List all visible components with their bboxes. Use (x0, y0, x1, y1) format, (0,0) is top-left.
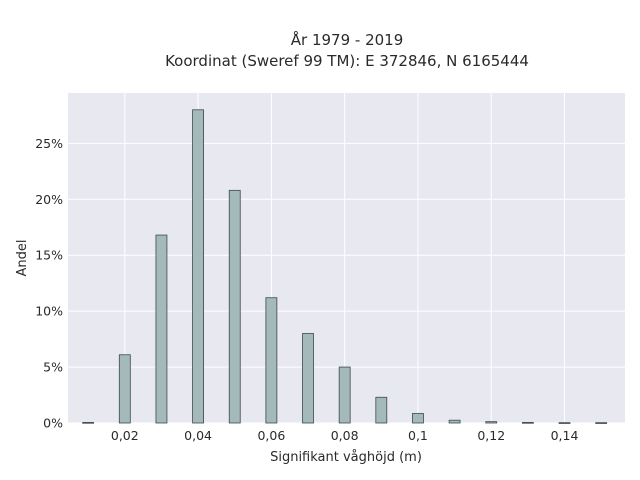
histogram-bar (412, 413, 424, 424)
x-tick-label: 0,14 (551, 428, 579, 443)
bars (82, 109, 608, 424)
histogram-bar (521, 422, 534, 424)
x-tick-labels: 0,02 0,04 0,06 0,08 0,1 0,12 0,14 (111, 428, 579, 443)
histogram-bar (302, 333, 314, 424)
y-tick-label: 25% (35, 136, 63, 151)
chart-title-line2: Koordinat (Sweref 99 TM): E 372846, N 61… (165, 52, 529, 70)
histogram-bar (228, 189, 241, 424)
histogram-bar (595, 422, 608, 424)
x-tick-label: 0,08 (331, 428, 359, 443)
y-tick-label: 10% (35, 304, 63, 319)
histogram-bar (375, 396, 388, 424)
histogram-bar (192, 109, 204, 424)
histogram-bar (118, 354, 131, 424)
histogram-bar (155, 234, 168, 424)
y-tick-label: 5% (43, 360, 63, 375)
x-tick-label: 0,1 (408, 428, 428, 443)
x-axis-label: Signifikant våghöjd (m) (270, 450, 422, 465)
x-tick-label: 0,04 (184, 428, 212, 443)
y-tick-label: 0% (43, 416, 63, 431)
histogram-bar (338, 366, 351, 424)
x-tick-label: 0,12 (477, 428, 505, 443)
y-axis-label: Andel (15, 240, 30, 277)
histogram-bar (558, 422, 571, 424)
histogram-bar (448, 419, 461, 424)
y-tick-label: 20% (35, 192, 63, 207)
x-tick-label: 0,02 (111, 428, 139, 443)
chart-title-line1: År 1979 - 2019 (291, 30, 404, 49)
histogram-bar (82, 422, 95, 424)
x-tick-label: 0,06 (257, 428, 285, 443)
y-tick-label: 15% (35, 248, 63, 263)
histogram-bar (485, 421, 498, 424)
histogram-bar (265, 297, 278, 424)
y-tick-labels: 0% 5% 10% 15% 20% 25% (35, 136, 63, 431)
